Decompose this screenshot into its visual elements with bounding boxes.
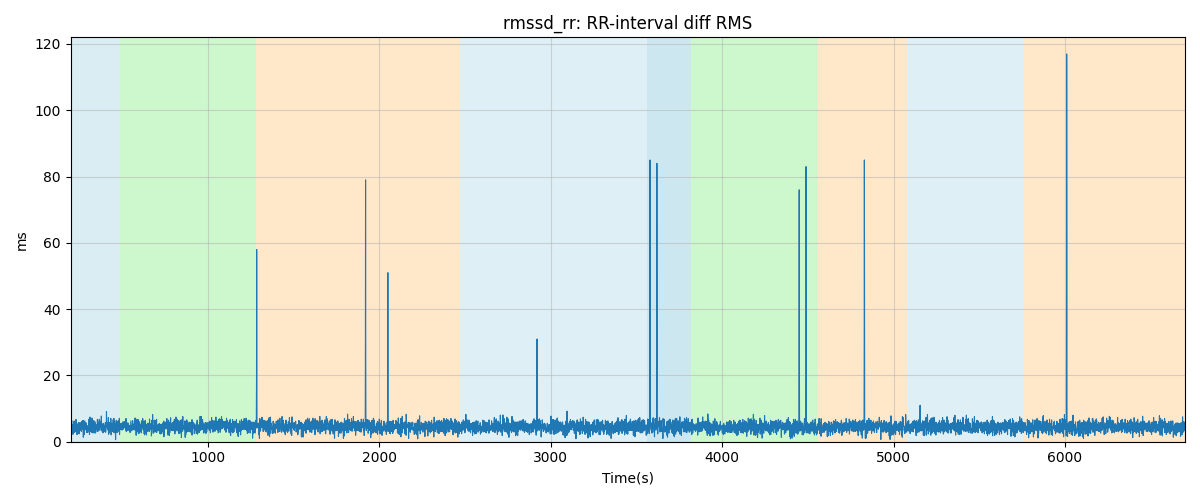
Bar	[772, 38, 818, 442]
Title: rmssd_rr: RR-interval diff RMS: rmssd_rr: RR-interval diff RMS	[503, 15, 752, 34]
Bar	[818, 38, 907, 442]
X-axis label: Time(s): Time(s)	[602, 471, 654, 485]
Bar	[907, 38, 1024, 442]
Bar	[332, 38, 460, 442]
Bar	[460, 38, 647, 442]
Bar	[691, 38, 772, 442]
Y-axis label: ms: ms	[16, 229, 29, 250]
Bar	[71, 38, 120, 442]
Bar	[647, 38, 691, 442]
Bar	[256, 38, 332, 442]
Bar	[120, 38, 256, 442]
Bar	[1024, 38, 1186, 442]
